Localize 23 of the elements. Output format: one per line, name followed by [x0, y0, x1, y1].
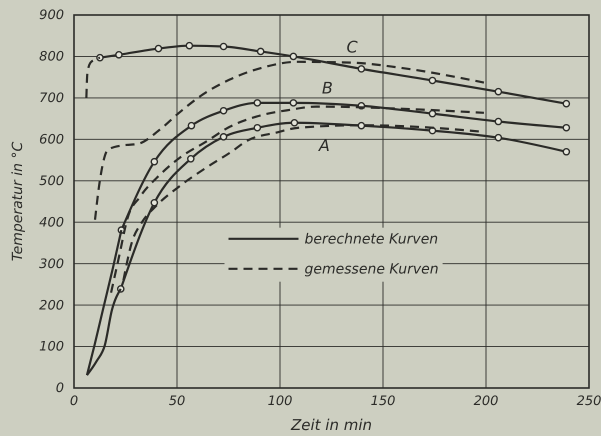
y-tick-label: 500: [39, 174, 64, 189]
annotation: C: [346, 38, 359, 57]
y-tick-label: 900: [39, 8, 64, 24]
x-tick-label: 150: [370, 394, 396, 410]
x-tick-label: 250: [576, 394, 601, 410]
x-tick-label: 0: [70, 394, 78, 410]
x-axis-title: Zeit in min: [290, 416, 372, 434]
y-tick-label: 600: [39, 132, 64, 148]
x-tick-label: 50: [168, 394, 186, 410]
x-tick-label: 200: [474, 394, 498, 410]
legend-label: gemessene Kurven: [304, 262, 439, 278]
y-axis-title: Temperatur in °C: [10, 142, 26, 262]
annotation: A: [318, 136, 330, 155]
x-tick-label: 100: [268, 394, 292, 410]
y-tick-label: 700: [39, 91, 64, 106]
y-tick-label: 0: [56, 381, 64, 396]
legend-label: berechnete Kurven: [304, 232, 438, 248]
y-tick-label: 800: [39, 50, 64, 65]
annotation: B: [322, 78, 333, 98]
y-tick-label: 200: [39, 298, 64, 314]
y-tick-label: 100: [39, 340, 64, 355]
y-tick-label: 300: [39, 256, 64, 272]
y-tick-label: 400: [39, 215, 64, 230]
